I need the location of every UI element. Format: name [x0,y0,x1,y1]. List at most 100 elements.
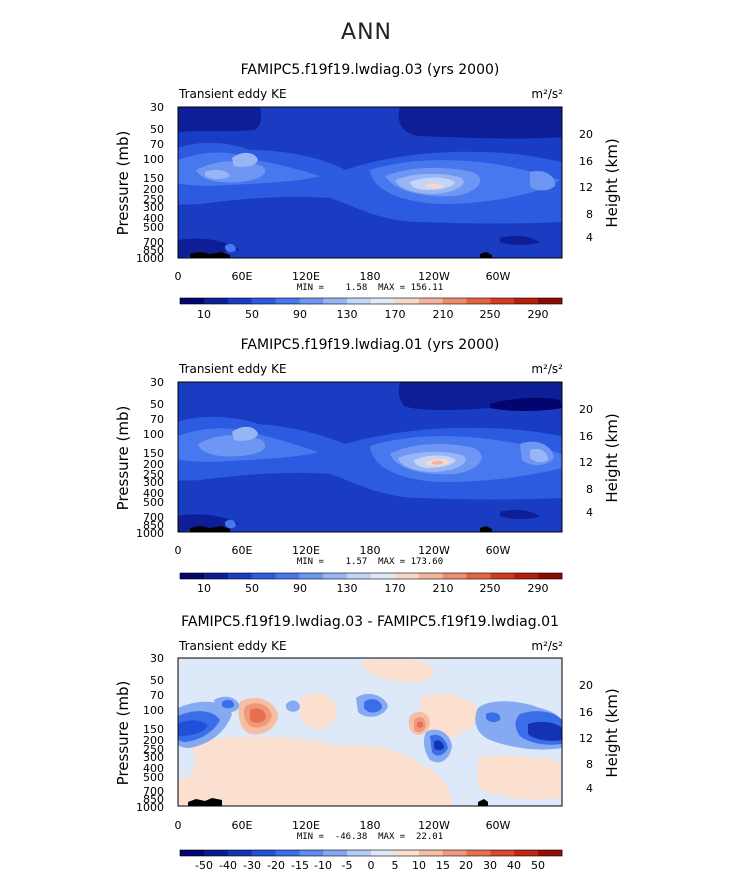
y-tick-label: 150 [143,172,164,185]
chart-1-ylabel: Pressure (mb) [114,131,132,236]
height-tick-label: 8 [586,483,593,496]
y-tick-label: 300 [143,476,164,489]
colorbar-label: -30 [243,859,261,872]
page-title: ANN [341,20,392,45]
colorbar-swatch [490,573,515,579]
colorbar-swatch [442,573,467,579]
chart-3-ylabel-right: Height (km) [603,688,621,777]
colorbar-swatch [323,298,348,304]
colorbar-swatch [538,298,563,304]
chart-1-ylabel-right: Height (km) [603,138,621,227]
height-tick-label: 12 [579,456,593,469]
height-tick-label: 16 [579,155,593,168]
x-tick-label: 0 [175,270,182,283]
colorbar-swatch [347,298,372,304]
colorbar-label: -10 [314,859,332,872]
colorbar-swatch [347,850,372,856]
colorbar-swatch [394,850,420,856]
chart-3-ylabel: Pressure (mb) [114,681,132,786]
chart-2-colorbar [179,572,563,580]
y-tick-label: 50 [150,123,164,136]
colorbar-label: 50 [245,582,259,592]
height-tick-label: 16 [579,430,593,443]
y-tick-label: 30 [150,376,164,389]
colorbar-swatch [180,850,205,856]
chart-1-plot-frame [177,106,563,259]
colorbar-label: 5 [392,859,399,872]
y-tick-label: 400 [143,212,164,225]
chart-1-title: FAMIPC5.f19f19.lwdiag.03 (yrs 2000) [241,62,500,78]
chart-3-title: FAMIPC5.f19f19.lwdiag.03 - FAMIPC5.f19f1… [181,614,559,630]
chart-3-contours [178,658,562,806]
y-tick-label: 250 [143,193,164,206]
x-tick-label: 60W [486,270,511,283]
y-tick-label: 850 [143,793,164,806]
chart-2-units: m²/s² [531,362,563,376]
colorbar-swatch [442,298,467,304]
x-tick-label: 120E [292,544,320,557]
x-tick-label: 120W [418,819,450,832]
colorbar-label: 290 [528,308,549,320]
colorbar-swatch [442,850,467,856]
chart-3-min-max: MIN = -46.38 MAX = 22.01 [297,832,443,842]
colorbar-swatch [418,298,443,304]
chart-1: FAMIPC5.f19f19.lwdiag.03 (yrs 2000) Tran… [114,62,621,320]
colorbar-swatch [418,850,443,856]
colorbar-swatch [275,850,300,856]
colorbar-swatch [203,850,229,856]
colorbar-label: 290 [528,582,549,592]
chart-1-min-max: MIN = 1.58 MAX = 156.11 [297,283,443,293]
height-tick-label: 4 [586,231,593,244]
colorbar-label: 130 [337,308,358,320]
colorbar-swatch [251,298,276,304]
y-tick-label: 30 [150,101,164,114]
height-tick-label: 4 [586,782,593,795]
x-tick-label: 180 [360,270,381,283]
x-tick-label: 120E [292,270,320,283]
colorbar-swatch [275,298,300,304]
colorbar-swatch [466,573,491,579]
colorbar-swatch [251,573,276,579]
y-tick-label: 1000 [136,801,164,814]
y-tick-label: 70 [150,138,164,151]
height-tick-label: 12 [579,732,593,745]
chart-1-colorbar-labels: 10 50 90 130 170 210 250 290 [197,308,549,320]
chart-2-contours [178,382,562,532]
colorbar-label: 50 [245,308,259,320]
colorbar-swatch [180,573,205,579]
colorbar-frame [179,849,563,857]
colorbar-swatch [251,850,276,856]
y-tick-label: 1000 [136,527,164,540]
colorbar-swatch [514,573,539,579]
colorbar-label: 170 [385,582,406,592]
y-tick-label: 500 [143,771,164,784]
height-tick-label: 12 [579,181,593,194]
colorbar-label: -15 [291,859,309,872]
chart-2-y-ticks: 30 50 70 100 150 200 250 300 400 500 700… [136,376,164,540]
colorbar-label: 0 [368,859,375,872]
colorbar-swatch [394,298,420,304]
x-tick-label: 120W [418,270,450,283]
y-tick-label: 850 [143,244,164,257]
colorbar-swatch [418,573,443,579]
y-tick-label: 300 [143,751,164,764]
colorbar-swatch [514,850,539,856]
y-tick-label: 250 [143,743,164,756]
y-tick-label: 70 [150,413,164,426]
colorbar-swatch [514,298,539,304]
x-tick-label: 120E [292,819,320,832]
chart-1-units: m²/s² [531,87,563,101]
colorbar-swatch [299,573,324,579]
height-tick-label: 8 [586,208,593,221]
colorbar-swatch [203,298,229,304]
y-tick-label: 250 [143,468,164,481]
colorbar-swatch [371,298,396,304]
colorbar-label: 15 [436,859,450,872]
colorbar-swatch [299,850,324,856]
y-tick-label: 200 [143,734,164,747]
colorbar-swatch [490,298,515,304]
y-tick-label: 500 [143,496,164,509]
y-tick-label: 50 [150,398,164,411]
colorbar-frame [179,572,563,580]
colorbar-swatch [538,573,563,579]
